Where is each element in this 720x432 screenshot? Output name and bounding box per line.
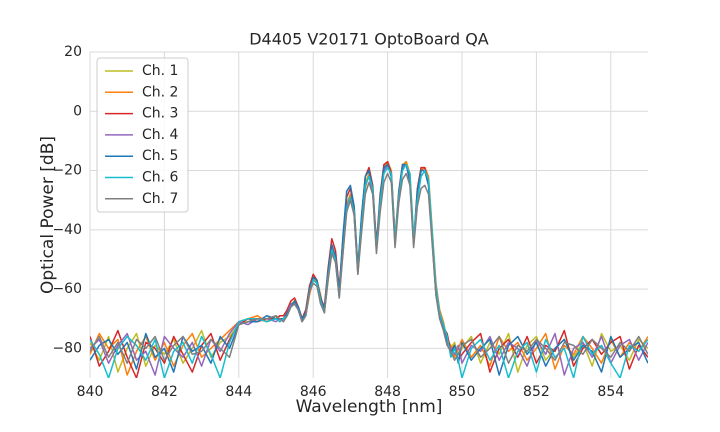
y-tick-label: 20: [64, 44, 82, 60]
legend-label: Ch. 4: [142, 127, 179, 143]
x-tick-label: 852: [523, 384, 550, 400]
series-line: [90, 172, 648, 364]
x-tick-label: 840: [77, 384, 104, 400]
series-line: [90, 163, 648, 376]
y-tick-label: −80: [52, 340, 82, 356]
x-tick-label: 854: [597, 384, 624, 400]
x-axis-label: Wavelength [nm]: [296, 397, 443, 417]
x-tick-label: 842: [151, 384, 178, 400]
legend-box: [96, 57, 189, 213]
y-tick-label: −40: [52, 222, 82, 238]
y-tick-label: −60: [52, 281, 82, 297]
x-tick-label: 846: [300, 384, 327, 400]
lines-layer: [90, 160, 648, 378]
x-tick-label: 844: [225, 384, 252, 400]
legend-label: Ch. 1: [142, 63, 178, 79]
y-axis-label: Optical Power [dB]: [38, 136, 58, 294]
legend-label: Ch. 6: [142, 170, 179, 186]
series-line: [90, 163, 648, 378]
grid-layer: [89, 51, 648, 378]
legend-label: Ch. 3: [142, 106, 178, 122]
series-line: [90, 160, 648, 378]
legend-label: Ch. 5: [142, 148, 178, 164]
x-tick-label: 848: [374, 384, 401, 400]
legend-label: Ch. 7: [142, 191, 178, 207]
y-tick-label: −20: [52, 163, 82, 179]
chart-title: D4405 V20171 OptoBoard QA: [249, 30, 489, 49]
y-tick-label: 0: [73, 103, 82, 119]
legend-label: Ch. 2: [142, 84, 178, 100]
labels-layer: −80 −60 −40 −20 0 20 840 842 844 846 848 850 852 854 C…: [52, 44, 624, 400]
x-tick-label: 850: [449, 384, 476, 400]
